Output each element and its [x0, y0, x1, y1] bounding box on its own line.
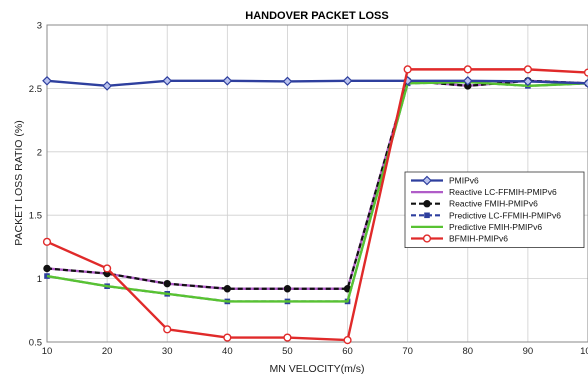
x-tick-label: 90 — [523, 346, 534, 357]
data-point — [282, 76, 293, 87]
x-tick-label: 50 — [282, 346, 293, 357]
y-axis-ticks: 0.5 1 1.5 2 2.5 3 — [29, 21, 42, 349]
y-tick-label: 3 — [37, 21, 42, 32]
legend-marker — [422, 234, 432, 243]
x-tick-label: 70 — [402, 346, 413, 357]
data-point — [342, 75, 353, 86]
data-point — [42, 237, 52, 246]
data-point — [222, 75, 233, 86]
data-point — [523, 65, 532, 74]
legend-label: Reactive FMIH-PMIPv6 — [449, 199, 538, 209]
data-point — [223, 285, 232, 293]
legend-marker — [424, 212, 430, 219]
x-tick-label: 80 — [462, 346, 473, 357]
data-point — [42, 75, 52, 86]
x-tick-label: 10 — [42, 346, 53, 357]
data-point — [462, 75, 473, 86]
legend-label: PMIPv6 — [449, 176, 479, 186]
x-axis-ticks: 10 20 30 40 50 60 70 80 90 100 — [42, 346, 588, 357]
x-tick-label: 100 — [580, 346, 588, 357]
data-point — [43, 264, 51, 273]
y-tick-label: 2 — [37, 147, 42, 158]
legend-box — [404, 171, 585, 248]
y-tick-label: 0.5 — [29, 338, 42, 349]
legend-label: Predictive LC-FFMIH-PMIPv6 — [449, 210, 561, 220]
x-tick-label: 30 — [162, 346, 173, 357]
legend-label: Reactive LC-FFMIH-PMIPv6 — [449, 187, 557, 197]
x-tick-label: 60 — [342, 346, 353, 357]
y-axis-label: PACKET LOSS RATIO (%) — [13, 120, 25, 245]
legend-item: Reactive FMIH-PMIPv6 — [411, 199, 538, 209]
legend-label: BFMIH-PMIPv6 — [449, 234, 508, 244]
data-point — [523, 76, 533, 87]
data-point — [343, 335, 352, 345]
y-tick-label: 2.5 — [29, 84, 42, 95]
series-predictive-fmih-pmipv6 — [46, 80, 588, 303]
legend-item: Reactive LC-FFMIH-PMIPv6 — [411, 187, 557, 197]
series-layer — [42, 65, 588, 345]
y-tick-label: 1 — [37, 274, 42, 285]
data-point — [283, 333, 292, 342]
series-line-bfmih-pmipv6 — [46, 68, 588, 342]
y-tick-label: 1.5 — [29, 211, 42, 222]
chart-title: HANDOVER PACKET LOSS — [245, 10, 388, 22]
data-point — [403, 65, 412, 74]
data-point — [463, 65, 472, 74]
x-axis-label: MN VELOCITY(m/s) — [269, 363, 364, 375]
x-tick-label: 20 — [102, 346, 113, 357]
plot-frame — [46, 24, 588, 343]
data-point — [163, 279, 171, 288]
series-line-predictive-fmih-pmipv6 — [46, 80, 588, 303]
legend-item: Predictive FMIH-PMIPv6 — [411, 222, 542, 232]
legend-item: BFMIH-PMIPv6 — [411, 234, 508, 244]
data-point — [102, 81, 112, 91]
data-point — [583, 68, 588, 77]
x-tick-label: 40 — [222, 346, 233, 357]
legend-item: PMIPv6 — [411, 176, 479, 186]
legend-item: Predictive LC-FFMIH-PMIPv6 — [411, 210, 561, 220]
legend-marker — [422, 175, 432, 186]
legend-label: Predictive FMIH-PMIPv6 — [449, 222, 542, 232]
data-point — [163, 325, 172, 334]
data-point — [583, 78, 588, 89]
data-point — [283, 285, 292, 293]
data-point — [223, 333, 232, 342]
data-point — [162, 75, 173, 86]
data-point — [103, 264, 112, 273]
series-bfmih-pmipv6 — [42, 65, 588, 345]
series-line-pmipv6 — [46, 79, 588, 88]
legend-marker — [423, 200, 431, 208]
